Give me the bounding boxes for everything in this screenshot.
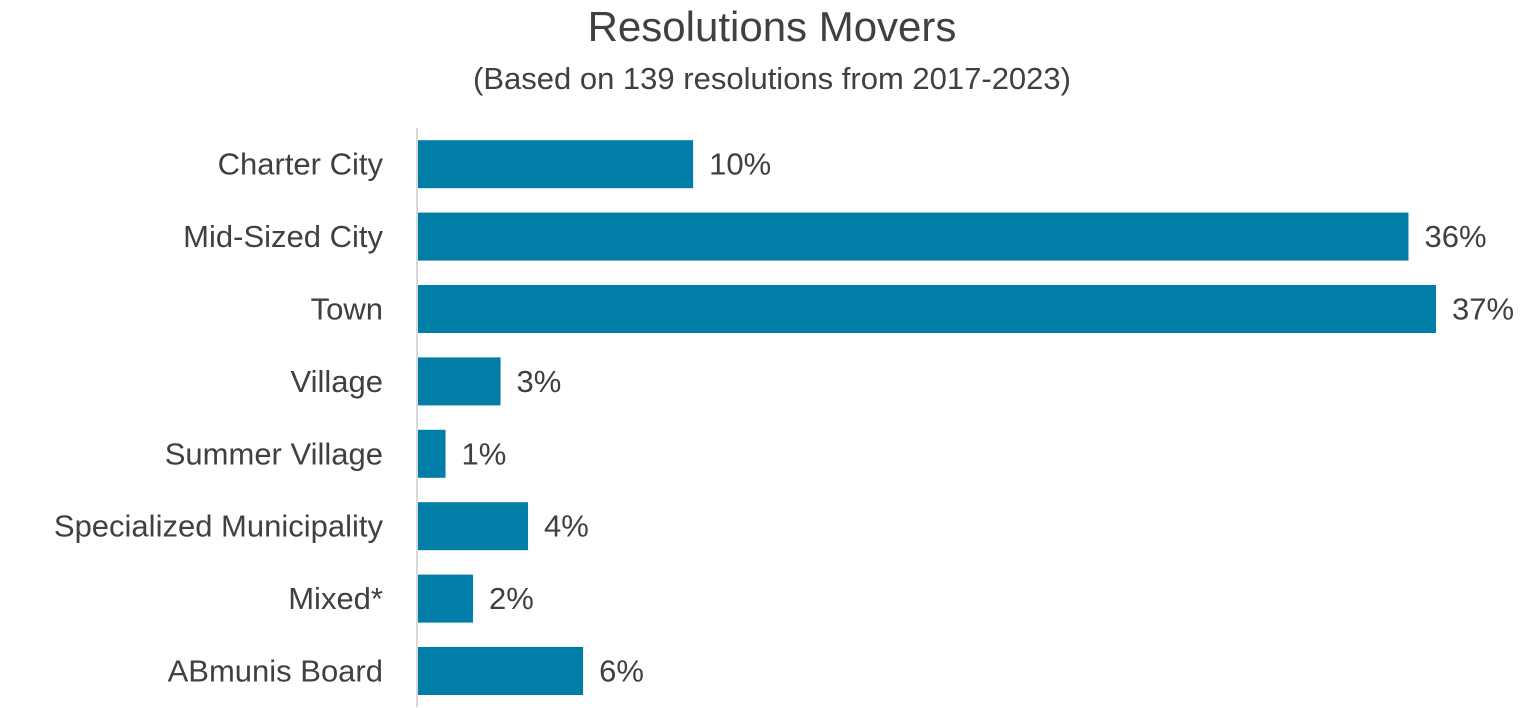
bar [418, 140, 694, 189]
category-label: ABmunis Board [168, 654, 383, 689]
bar [418, 574, 474, 623]
data-label: 1% [462, 436, 507, 471]
bar [418, 647, 584, 695]
category-label: Mixed* [288, 581, 383, 616]
data-label: 3% [517, 364, 562, 399]
data-label: 36% [1424, 219, 1486, 254]
category-label: Summer Village [165, 436, 383, 471]
data-label: 6% [599, 654, 644, 689]
category-label: Town [311, 292, 383, 327]
data-label: 2% [489, 581, 534, 616]
bar [418, 285, 1436, 333]
bar [418, 502, 529, 551]
bar [418, 212, 1409, 261]
category-label: Charter City [218, 147, 384, 182]
category-label: Specialized Municipality [54, 509, 384, 544]
bar [418, 429, 446, 478]
chart-title: Resolutions Movers [587, 3, 957, 50]
data-label: 37% [1452, 292, 1514, 327]
chart-subtitle: (Based on 139 resolutions from 2017-2023… [473, 61, 1071, 96]
category-label: Village [290, 364, 383, 399]
data-label: 4% [544, 509, 589, 544]
bar [418, 357, 501, 406]
data-label: 10% [709, 147, 771, 182]
category-label: Mid-Sized City [183, 219, 383, 254]
